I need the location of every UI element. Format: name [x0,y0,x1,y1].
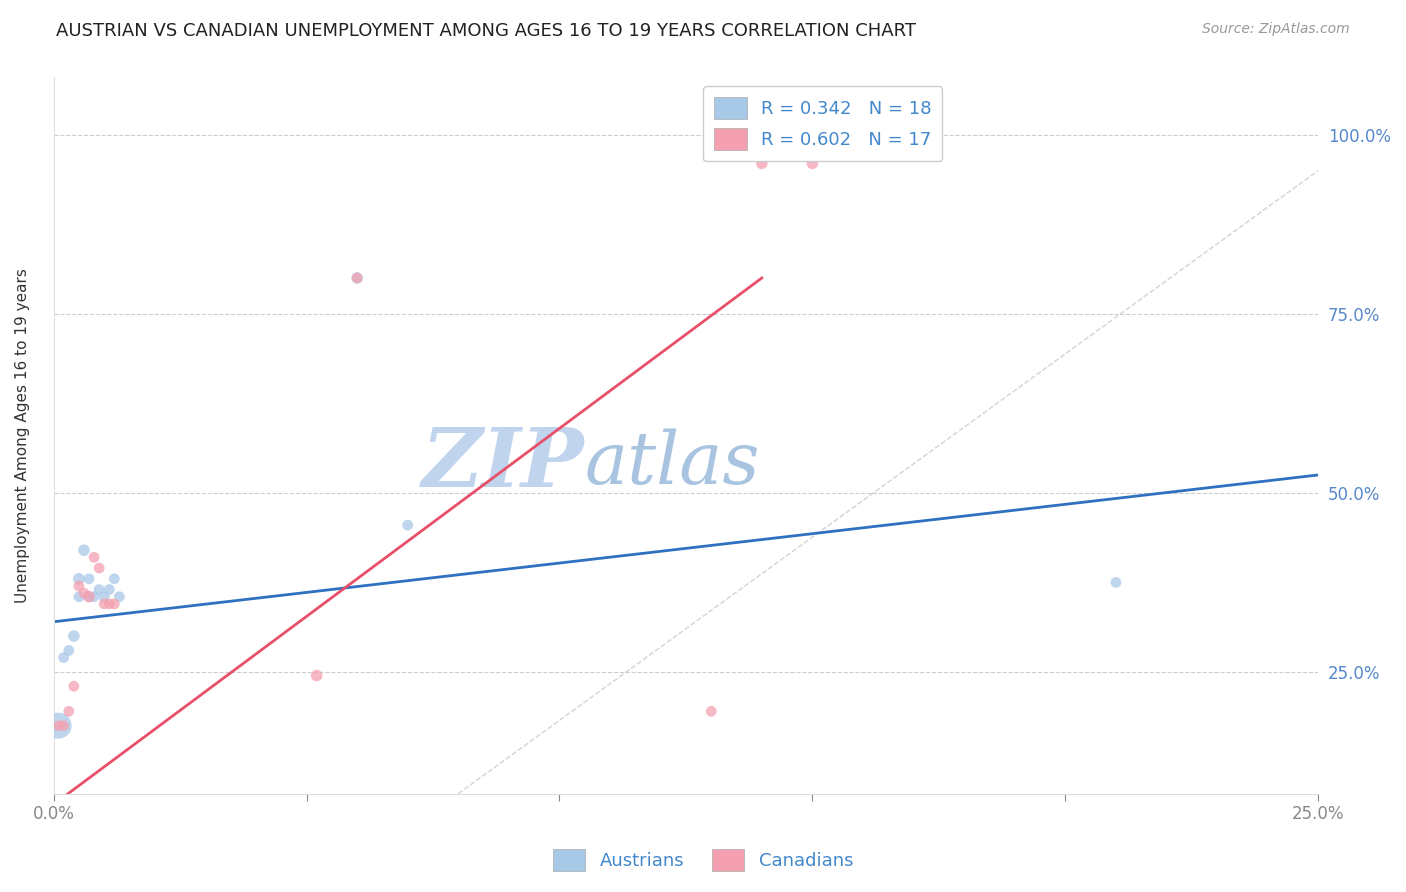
Point [73,586,96,600]
Point [83,550,105,565]
Point [67,572,90,586]
Point [48,718,70,732]
Text: ZIP: ZIP [422,425,585,504]
Point [700,704,723,718]
Point [73,543,96,558]
Legend: Austrians, Canadians: Austrians, Canadians [546,842,860,879]
Text: Source: ZipAtlas.com: Source: ZipAtlas.com [1202,22,1350,37]
Point [67,590,90,604]
Point [108,590,131,604]
Point [103,572,125,586]
Point [103,597,125,611]
Point [77,590,100,604]
Point [801,156,824,170]
Text: AUSTRIAN VS CANADIAN UNEMPLOYMENT AMONG AGES 16 TO 19 YEARS CORRELATION CHART: AUSTRIAN VS CANADIAN UNEMPLOYMENT AMONG … [56,22,917,40]
Point [63,629,86,643]
Text: atlas: atlas [585,429,761,500]
Point [48,718,70,732]
Y-axis label: Unemployment Among Ages 16 to 19 years: Unemployment Among Ages 16 to 19 years [15,268,30,603]
Point [52,718,75,732]
Point [58,643,80,657]
Point [396,518,419,533]
Point [67,579,90,593]
Point [98,582,121,597]
Legend: R = 0.342   N = 18, R = 0.602   N = 17: R = 0.342 N = 18, R = 0.602 N = 17 [703,87,942,161]
Point [77,572,100,586]
Point [77,590,100,604]
Point [89,582,111,597]
Point [93,597,115,611]
Point [346,271,368,285]
Point [93,590,115,604]
Point [63,679,86,693]
Point [52,650,75,665]
Point [89,561,111,575]
Point [98,597,121,611]
Point [346,271,368,285]
Point [83,590,105,604]
Point [1105,575,1128,590]
Point [751,156,773,170]
Point [58,704,80,718]
Point [305,668,328,682]
